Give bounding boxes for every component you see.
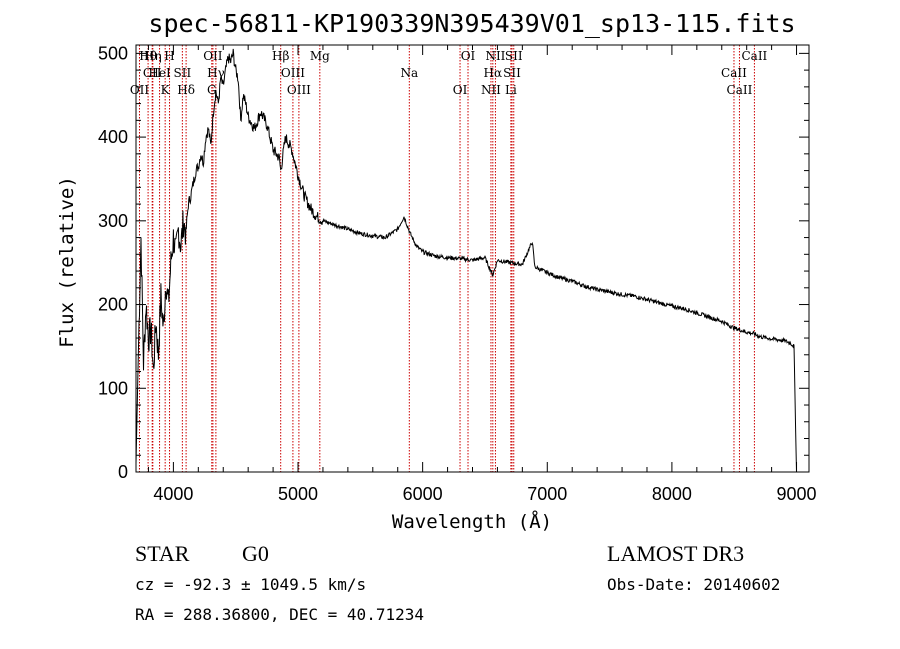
line-marker-label: OIII bbox=[281, 66, 305, 80]
line-marker-label: H bbox=[164, 49, 174, 63]
line-marker-label: OII bbox=[130, 83, 150, 97]
obs-date: Obs-Date: 20140602 bbox=[607, 575, 780, 594]
spectrum-series-line bbox=[135, 48, 797, 473]
line-marker-label: Hα bbox=[484, 66, 503, 80]
y-tick-label: 500 bbox=[98, 43, 128, 63]
x-tick-label: 6000 bbox=[403, 484, 443, 504]
line-marker-label: K bbox=[161, 83, 171, 97]
line-marker-label: NII bbox=[481, 83, 501, 97]
line-marker-label: SII bbox=[503, 66, 521, 80]
line-marker-labels: HθCIIOIIHηHeIKHSIIHδOIIHγGHβOIIIOIIIMgNa… bbox=[130, 49, 768, 97]
line-marker-label: SII bbox=[174, 66, 192, 80]
y-tick-label: 200 bbox=[98, 295, 128, 315]
y-tick-label: 400 bbox=[98, 127, 128, 147]
object-subclass: G0 bbox=[242, 541, 269, 566]
line-marker-label: SII bbox=[505, 49, 523, 63]
line-marker-label: CII bbox=[143, 66, 162, 80]
line-marker-label: Hγ bbox=[207, 66, 225, 80]
line-marker-label: Hη bbox=[144, 49, 162, 63]
x-axis-ticks: 4000 5000 6000 7000 8000 9000 bbox=[147, 45, 817, 504]
chart-title: spec-56811-KP190339N395439V01_sp13-115.f… bbox=[148, 9, 795, 38]
line-marker-label: OIII bbox=[287, 83, 311, 97]
y-axis-ticks: 0 100 200 300 400 500 bbox=[98, 43, 809, 482]
line-marker-label: OII bbox=[203, 49, 223, 63]
x-tick-label: 4000 bbox=[153, 484, 193, 504]
line-marker-label: Li bbox=[505, 83, 517, 97]
x-tick-label: 8000 bbox=[652, 484, 692, 504]
line-marker-label: NII bbox=[485, 49, 505, 63]
line-marker-label: Hθ bbox=[139, 49, 157, 63]
line-marker-label: CaII bbox=[721, 66, 747, 80]
line-marker-label: Na bbox=[400, 66, 418, 80]
line-marker-label: Mg bbox=[310, 49, 330, 63]
line-marker-label: CaII bbox=[727, 83, 753, 97]
line-marker-label: OI bbox=[461, 49, 476, 63]
survey-name: LAMOST DR3 bbox=[607, 541, 744, 566]
line-marker-label: G bbox=[207, 83, 217, 97]
line-marker-label: HeI bbox=[148, 66, 171, 80]
x-tick-label: 9000 bbox=[777, 484, 817, 504]
y-tick-label: 0 bbox=[118, 462, 128, 482]
object-class: STAR bbox=[135, 541, 190, 566]
y-tick-label: 300 bbox=[98, 211, 128, 231]
plot-frame bbox=[135, 44, 810, 473]
line-marker-label: OI bbox=[453, 83, 468, 97]
line-marker-label: CaII bbox=[741, 49, 767, 63]
ra-dec: RA = 288.36800, DEC = 40.71234 bbox=[135, 605, 424, 624]
x-axis-label: Wavelength (Å) bbox=[392, 510, 552, 533]
line-marker-label: Hδ bbox=[177, 83, 195, 97]
redshift-cz: cz = -92.3 ± 1049.5 km/s bbox=[135, 575, 366, 594]
y-tick-label: 100 bbox=[98, 378, 128, 398]
x-tick-label: 5000 bbox=[278, 484, 318, 504]
x-tick-label: 7000 bbox=[527, 484, 567, 504]
y-axis-label: Flux (relative) bbox=[56, 176, 78, 348]
line-marker-label: Hβ bbox=[272, 49, 289, 63]
